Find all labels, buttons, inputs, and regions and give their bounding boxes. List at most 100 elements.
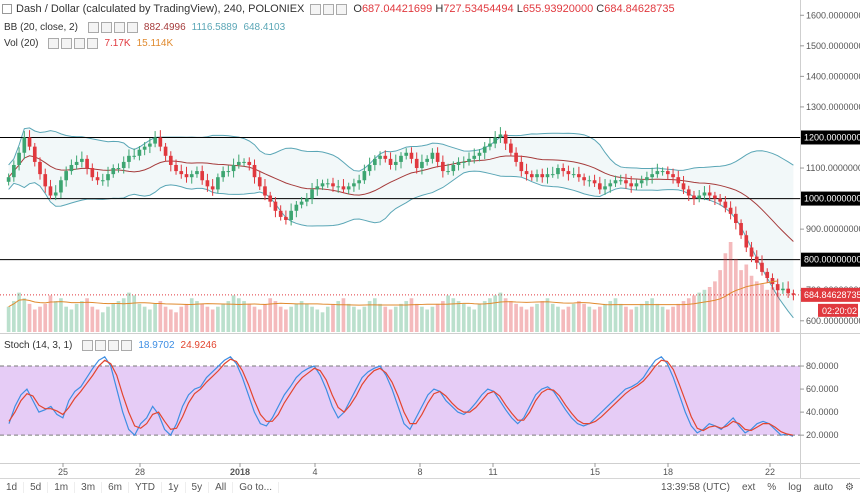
volume-bar	[613, 298, 618, 332]
log-toggle[interactable]: log	[788, 482, 802, 493]
bb-close-icon[interactable]	[113, 21, 125, 33]
volume-bar	[597, 306, 602, 332]
range-buttons: 1d 5d 1m 3m 6m YTD 1y 5y All	[0, 482, 234, 493]
bb-settings-icon[interactable]	[100, 21, 112, 33]
volume-bar	[550, 303, 555, 332]
volume-bar	[608, 301, 613, 332]
candle-body	[378, 155, 382, 159]
volume-bar	[383, 306, 388, 332]
volume-bar	[168, 309, 173, 332]
hline-label: 800.00000000	[804, 255, 860, 265]
volume-bar	[378, 303, 382, 332]
goto-button[interactable]: Go to...	[233, 482, 280, 493]
candle-body	[116, 168, 121, 170]
gear-icon[interactable]: ⚙	[845, 482, 854, 493]
auto-toggle[interactable]: auto	[813, 482, 834, 493]
bb-eye-icon[interactable]	[87, 21, 99, 33]
candle-body	[53, 192, 58, 196]
volume-bar	[556, 306, 560, 332]
stoch-k-line	[8, 356, 794, 437]
eye-icon[interactable]	[310, 3, 322, 15]
chart-header: Dash / Dollar (calculated by TradingView…	[0, 0, 675, 18]
stoch-more-icon[interactable]	[121, 339, 133, 351]
stoch-eye-icon[interactable]	[82, 339, 94, 351]
candle-body	[608, 183, 613, 187]
range-button-3m[interactable]: 3m	[75, 482, 103, 493]
volume-bar	[739, 270, 743, 332]
stoch-tick-label: 80.0000	[806, 361, 839, 371]
volume-bar	[43, 303, 48, 332]
utc-clock[interactable]: 13:39:58 (UTC)	[661, 482, 730, 493]
candle-body	[639, 180, 644, 184]
volume-bar	[142, 306, 147, 332]
vol-more-icon[interactable]	[87, 37, 99, 49]
bb-legend-name[interactable]: BB (20, close, 2)	[4, 21, 78, 33]
stoch-legend-name[interactable]: Stoch (14, 3, 1)	[4, 339, 73, 351]
candle-body	[121, 161, 126, 169]
bb-lower-line	[8, 170, 794, 319]
stoch-close-icon[interactable]	[108, 339, 120, 351]
stoch-tick-label: 20.0000	[806, 430, 839, 440]
bottom-right-controls: 13:39:58 (UTC) ext % log auto ⚙	[655, 482, 860, 493]
vol-ma-value: 15.114K	[136, 37, 174, 49]
volume-bar	[362, 306, 367, 332]
volume-bar	[629, 309, 634, 332]
vol-legend-name[interactable]: Vol (20)	[4, 37, 39, 49]
current-price-label: 684.84628735	[804, 290, 860, 300]
candle-body	[744, 235, 749, 248]
stoch-tick-label: 60.0000	[806, 384, 839, 394]
volume-bar	[69, 309, 74, 332]
volume-bar	[367, 301, 372, 332]
close-icon[interactable]	[336, 3, 348, 15]
vol-settings-icon[interactable]	[61, 37, 73, 49]
chart-header-collapse-icon[interactable]	[2, 4, 12, 14]
range-button-6m[interactable]: 6m	[102, 482, 129, 493]
low-value: 655.93920000	[522, 3, 594, 15]
percent-toggle[interactable]: %	[767, 482, 777, 493]
candle-body	[451, 164, 456, 172]
bb-upper-value: 1116.5889	[191, 21, 238, 33]
bb-more-icon[interactable]	[126, 21, 138, 33]
range-button-1d[interactable]: 1d	[0, 482, 25, 493]
candle-body	[236, 161, 241, 165]
volume-bar	[535, 303, 539, 332]
vol-eye-icon[interactable]	[48, 37, 60, 49]
stoch-legend-toolbar	[82, 339, 133, 351]
candle-body	[477, 152, 482, 156]
open-label: O	[353, 3, 362, 15]
volume-bar	[681, 301, 686, 332]
candle-body	[430, 152, 435, 159]
range-button-1y[interactable]: 1y	[162, 482, 186, 493]
candle-body	[702, 192, 707, 196]
axes: 1600.00000000 1500.00000000 1400.00000000 1…	[0, 0, 860, 478]
ext-toggle[interactable]: ext	[741, 482, 756, 493]
symbol-title[interactable]: Dash / Dollar (calculated by TradingView…	[16, 3, 305, 15]
vol-close-icon[interactable]	[74, 37, 86, 49]
volume-bar	[64, 306, 68, 332]
volume-bar	[587, 306, 592, 332]
stoch-settings-icon[interactable]	[95, 339, 107, 351]
volume-bar	[95, 309, 100, 332]
hline-label: 1200.00000000	[804, 132, 860, 142]
candle-body	[174, 164, 178, 172]
bb-lower-value: 648.4103	[243, 21, 286, 33]
settings-icon[interactable]	[323, 3, 335, 15]
candle-body	[671, 174, 675, 178]
volume-bar	[420, 306, 424, 332]
candle-body	[393, 161, 398, 165]
candle-body	[545, 174, 550, 178]
volume-bar	[158, 301, 163, 332]
volume-bar	[618, 303, 623, 332]
candle-body	[781, 288, 785, 291]
range-button-1m[interactable]: 1m	[48, 482, 76, 493]
candle-body	[587, 180, 592, 182]
volume-bar	[6, 306, 11, 332]
range-button-5y[interactable]: 5y	[186, 482, 210, 493]
range-button-all[interactable]: All	[209, 482, 234, 493]
hline-label-bg	[801, 130, 860, 145]
volume-bar	[27, 303, 32, 332]
volume-bar	[263, 303, 267, 332]
range-button-5d[interactable]: 5d	[24, 482, 49, 493]
range-button-ytd[interactable]: YTD	[129, 482, 162, 493]
chart-canvas[interactable]: 1600.00000000 1500.00000000 1400.00000000 1…	[0, 0, 860, 478]
